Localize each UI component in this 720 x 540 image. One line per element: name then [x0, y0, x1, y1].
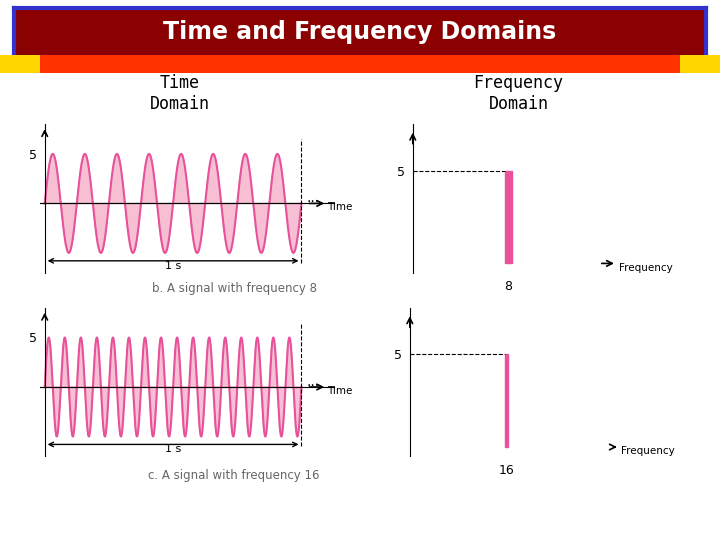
- Text: Frequency: Frequency: [621, 447, 675, 456]
- Bar: [505, 354, 508, 447]
- Text: Time and Frequency Domains: Time and Frequency Domains: [163, 21, 557, 44]
- Text: 1 s: 1 s: [165, 444, 181, 454]
- Text: Time: Time: [327, 202, 353, 212]
- Bar: [680, 55, 720, 73]
- Text: ...: ...: [307, 192, 320, 205]
- Text: Frequency
Domain: Frequency Domain: [474, 74, 563, 112]
- Text: c. A signal with frequency 16: c. A signal with frequency 16: [148, 469, 320, 482]
- Bar: [0, 55, 40, 73]
- Text: 1 s: 1 s: [165, 261, 181, 271]
- Text: Time: Time: [327, 386, 353, 396]
- Text: Frequency: Frequency: [619, 263, 673, 273]
- Text: ...: ...: [307, 375, 320, 389]
- Bar: [505, 171, 512, 264]
- Text: Time
Domain: Time Domain: [150, 74, 210, 112]
- Text: b. A signal with frequency 8: b. A signal with frequency 8: [151, 282, 317, 295]
